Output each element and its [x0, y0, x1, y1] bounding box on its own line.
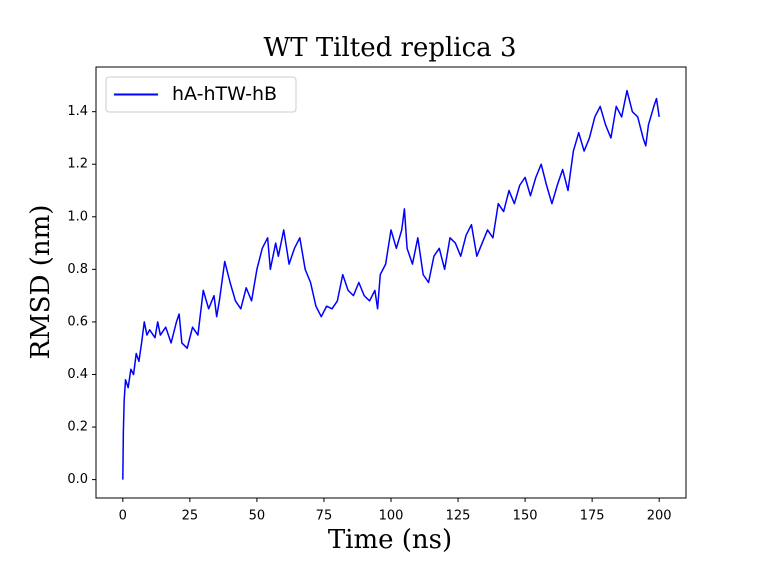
x-tick-label: 50	[249, 509, 266, 524]
chart-title: WT Tilted replica 3	[263, 33, 516, 63]
x-tick-label: 175	[580, 509, 605, 524]
y-tick-label: 1.2	[67, 157, 88, 172]
legend-label: hA-hTW-hB	[172, 83, 277, 105]
x-tick-label: 75	[316, 509, 333, 524]
y-tick-label: 0.8	[67, 262, 88, 277]
y-tick-label: 1.0	[67, 209, 88, 224]
y-tick-label: 0.0	[67, 472, 88, 487]
x-tick-label: 100	[379, 509, 404, 524]
plot-frame	[95, 66, 687, 499]
y-axis-label: RMSD (nm)	[26, 205, 56, 360]
y-tick-label: 1.4	[67, 104, 88, 119]
y-tick-label: 0.2	[67, 420, 88, 435]
x-axis-label: Time (ns)	[328, 525, 452, 555]
y-tick-label: 0.6	[67, 314, 88, 329]
x-tick-label: 0	[119, 509, 127, 524]
y-tick-label: 0.4	[67, 367, 88, 382]
x-tick-label: 150	[513, 509, 538, 524]
x-tick-label: 200	[647, 509, 672, 524]
x-tick-label: 25	[182, 509, 199, 524]
data-line	[122, 89, 660, 480]
x-tick-label: 125	[446, 509, 471, 524]
legend-box	[105, 76, 297, 113]
